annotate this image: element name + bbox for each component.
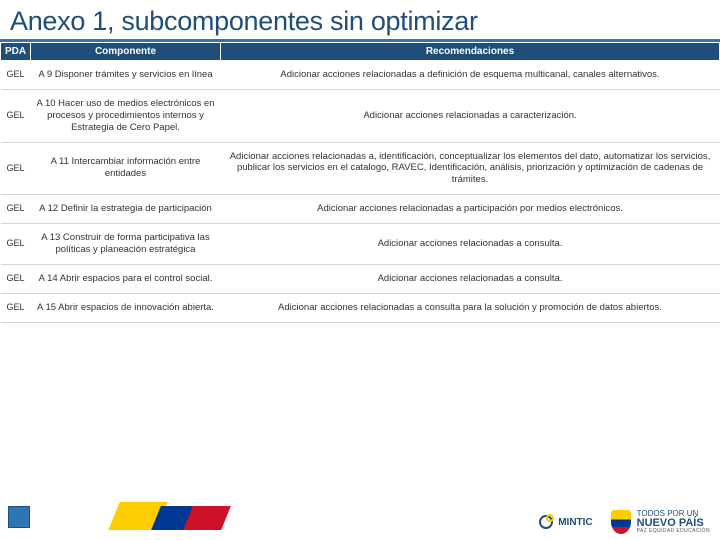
- table-row: GEL A 15 Abrir espacios de innovación ab…: [1, 293, 720, 322]
- col-header-recomendaciones: Recomendaciones: [221, 43, 720, 61]
- subcomponents-table: PDA Componente Recomendaciones GEL A 9 D…: [0, 42, 720, 323]
- mintic-label: MINTIC: [558, 517, 592, 528]
- cell-pda: GEL: [1, 89, 31, 142]
- col-header-pda: PDA: [1, 43, 31, 61]
- nuevo-pais-logo: TODOS POR UN NUEVO PAÍS PAZ EQUIDAD EDUC…: [611, 510, 710, 534]
- table-row: GEL A 12 Definir la estrategia de partic…: [1, 195, 720, 224]
- mintic-logo: MINTIC: [539, 515, 592, 529]
- table-row: GEL A 11 Intercambiar información entre …: [1, 142, 720, 195]
- cell-componente: A 15 Abrir espacios de innovación abiert…: [31, 293, 221, 322]
- cell-componente: A 9 Disponer trámites y servicios en lín…: [31, 61, 221, 90]
- table-row: GEL A 9 Disponer trámites y servicios en…: [1, 61, 720, 90]
- cell-recomendacion: Adicionar acciones relacionadas a partic…: [221, 195, 720, 224]
- table-row: GEL A 13 Construir de forma participativ…: [1, 224, 720, 265]
- table-row: GEL A 14 Abrir espacios para el control …: [1, 264, 720, 293]
- cell-recomendacion: Adicionar acciones relacionadas a caract…: [221, 89, 720, 142]
- cell-pda: GEL: [1, 293, 31, 322]
- page-title: Anexo 1, subcomponentes sin optimizar: [0, 0, 720, 42]
- cell-pda: GEL: [1, 264, 31, 293]
- cell-componente: A 13 Construir de forma participativa la…: [31, 224, 221, 265]
- footer: MINTIC TODOS POR UN NUEVO PAÍS PAZ EQUID…: [0, 488, 720, 540]
- colombia-flag-ribbon: [120, 502, 226, 530]
- cell-recomendacion: Adicionar acciones relacionadas a, ident…: [221, 142, 720, 195]
- cell-componente: A 14 Abrir espacios para el control soci…: [31, 264, 221, 293]
- cell-componente: A 10 Hacer uso de medios electrónicos en…: [31, 89, 221, 142]
- cell-pda: GEL: [1, 224, 31, 265]
- cell-componente: A 11 Intercambiar información entre enti…: [31, 142, 221, 195]
- cell-pda: GEL: [1, 195, 31, 224]
- cell-pda: GEL: [1, 142, 31, 195]
- cell-recomendacion: Adicionar acciones relacionadas a defini…: [221, 61, 720, 90]
- mintic-icon: [539, 515, 553, 529]
- cell-recomendacion: Adicionar acciones relacionadas a consul…: [221, 264, 720, 293]
- cell-recomendacion: Adicionar acciones relacionadas a consul…: [221, 293, 720, 322]
- cell-recomendacion: Adicionar acciones relacionadas a consul…: [221, 224, 720, 265]
- cell-componente: A 12 Definir la estrategia de participac…: [31, 195, 221, 224]
- table-row: GEL A 10 Hacer uso de medios electrónico…: [1, 89, 720, 142]
- shield-icon: [611, 510, 631, 534]
- flag-red: [183, 506, 231, 530]
- cell-pda: GEL: [1, 61, 31, 90]
- np-tagline: PAZ EQUIDAD EDUCACIÓN: [637, 529, 710, 534]
- footer-left-icon: [8, 506, 30, 528]
- col-header-componente: Componente: [31, 43, 221, 61]
